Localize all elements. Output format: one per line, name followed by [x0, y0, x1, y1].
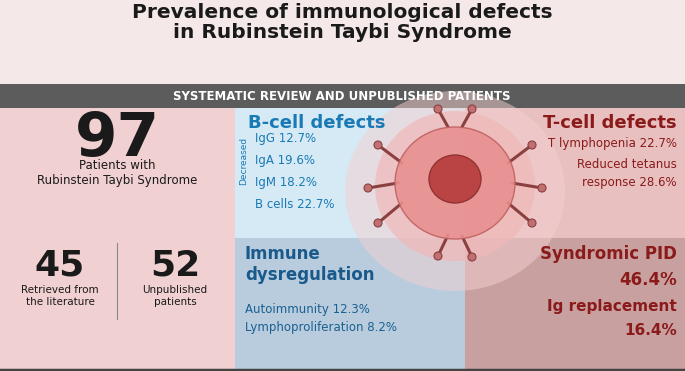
Circle shape	[374, 141, 382, 149]
Circle shape	[374, 219, 382, 227]
Text: Autoimmunity 12.3%: Autoimmunity 12.3%	[245, 302, 370, 315]
FancyBboxPatch shape	[0, 84, 685, 108]
Text: in Rubinstein Taybi Syndrome: in Rubinstein Taybi Syndrome	[173, 23, 512, 42]
Text: IgM 18.2%: IgM 18.2%	[255, 175, 317, 188]
Text: 46.4%: 46.4%	[619, 271, 677, 289]
Circle shape	[528, 219, 536, 227]
Text: IgG 12.7%: IgG 12.7%	[255, 131, 316, 144]
Circle shape	[528, 141, 536, 149]
FancyBboxPatch shape	[0, 108, 235, 371]
Text: Reduced tetanus: Reduced tetanus	[577, 158, 677, 171]
Text: Prevalence of immunological defects: Prevalence of immunological defects	[132, 3, 552, 22]
Text: IgA 19.6%: IgA 19.6%	[255, 154, 315, 167]
Text: Lymphoproliferation 8.2%: Lymphoproliferation 8.2%	[245, 321, 397, 334]
Ellipse shape	[395, 127, 515, 239]
Text: Immune
dysregulation: Immune dysregulation	[245, 245, 375, 284]
Circle shape	[468, 253, 476, 261]
FancyBboxPatch shape	[0, 0, 685, 86]
Circle shape	[364, 184, 372, 192]
Circle shape	[538, 184, 546, 192]
Circle shape	[468, 105, 476, 113]
Text: Syndromic PID: Syndromic PID	[540, 245, 677, 263]
Text: 52: 52	[150, 249, 200, 283]
Text: T-cell defects: T-cell defects	[543, 114, 677, 132]
Text: Patients with
Rubinstein Taybi Syndrome: Patients with Rubinstein Taybi Syndrome	[37, 159, 197, 187]
Text: B cells 22.7%: B cells 22.7%	[255, 197, 334, 210]
Circle shape	[434, 105, 442, 113]
Text: Decreased: Decreased	[240, 137, 249, 185]
Text: Ig replacement: Ig replacement	[547, 299, 677, 314]
Text: response 28.6%: response 28.6%	[582, 175, 677, 188]
FancyBboxPatch shape	[465, 108, 685, 238]
FancyBboxPatch shape	[465, 238, 685, 371]
Text: SYSTEMATIC REVIEW AND UNPUBLISHED PATIENTS: SYSTEMATIC REVIEW AND UNPUBLISHED PATIEN…	[173, 89, 511, 102]
FancyBboxPatch shape	[235, 108, 465, 238]
Text: 16.4%: 16.4%	[624, 323, 677, 338]
Ellipse shape	[429, 155, 481, 203]
Text: T lymphopenia 22.7%: T lymphopenia 22.7%	[548, 137, 677, 150]
Ellipse shape	[375, 111, 535, 261]
Text: B-cell defects: B-cell defects	[248, 114, 386, 132]
Ellipse shape	[345, 91, 565, 291]
Text: 97: 97	[75, 109, 160, 168]
Text: Unpublished
patients: Unpublished patients	[142, 285, 208, 307]
Circle shape	[434, 252, 442, 260]
Text: 45: 45	[35, 249, 85, 283]
Text: Retrieved from
the literature: Retrieved from the literature	[21, 285, 99, 307]
FancyBboxPatch shape	[235, 238, 465, 371]
